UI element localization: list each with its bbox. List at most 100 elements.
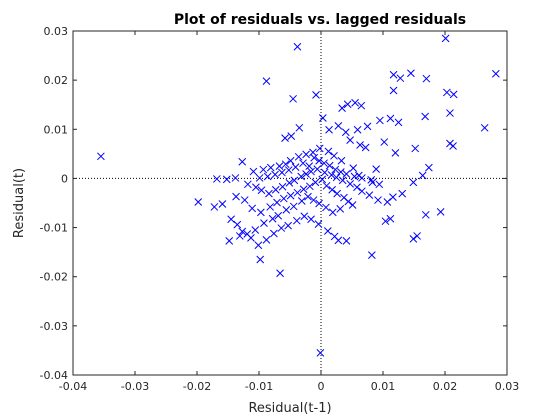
data-point — [349, 164, 358, 172]
data-point — [320, 159, 328, 168]
data-point — [305, 162, 314, 170]
data-point — [266, 163, 275, 172]
data-point — [344, 197, 353, 206]
data-point — [330, 232, 339, 241]
data-point — [314, 220, 323, 228]
data-point — [248, 204, 257, 213]
data-point — [255, 174, 264, 182]
data-point — [276, 269, 284, 278]
data-point — [315, 199, 323, 208]
data-point — [260, 219, 268, 228]
x-tick-label: -0.01 — [245, 380, 273, 393]
data-point — [446, 109, 454, 117]
zero-lines — [73, 31, 507, 375]
data-point — [441, 34, 450, 43]
data-markers — [97, 34, 500, 357]
data-point — [287, 132, 296, 141]
data-point — [297, 197, 306, 205]
data-point — [391, 149, 400, 157]
data-point — [299, 185, 308, 194]
data-point — [240, 196, 249, 204]
data-point — [358, 174, 366, 182]
data-point — [292, 216, 301, 225]
data-point — [336, 168, 345, 176]
x-tick-label: 0.03 — [495, 380, 520, 393]
data-point — [328, 208, 337, 217]
data-point — [346, 136, 354, 144]
data-point — [343, 100, 352, 109]
data-point — [278, 168, 286, 177]
y-tick-label: -0.02 — [40, 271, 68, 284]
y-tick-label: -0.03 — [40, 320, 68, 333]
data-point — [304, 192, 312, 201]
data-point — [409, 235, 418, 243]
data-point — [281, 134, 289, 142]
data-point — [330, 151, 338, 160]
y-tick-label: 0.02 — [44, 74, 69, 87]
data-point — [243, 180, 252, 189]
data-point — [389, 86, 398, 95]
data-point — [386, 214, 395, 223]
data-point — [411, 144, 420, 153]
y-tick-label: -0.04 — [40, 369, 68, 382]
data-point — [243, 230, 252, 238]
x-tick-label: -0.04 — [59, 380, 87, 393]
x-tick-label: 0.01 — [371, 380, 396, 393]
data-point — [277, 224, 286, 232]
data-point — [375, 180, 384, 189]
data-point — [367, 251, 376, 259]
data-point — [334, 121, 343, 130]
data-point — [480, 123, 489, 132]
data-point — [316, 349, 325, 357]
data-point — [338, 176, 347, 185]
data-point — [294, 152, 303, 161]
data-point — [425, 163, 433, 172]
data-point — [380, 138, 389, 146]
data-point — [307, 215, 315, 224]
data-point — [257, 186, 266, 195]
data-point — [363, 122, 372, 131]
data-point — [407, 69, 415, 78]
data-point — [293, 42, 302, 51]
data-point — [418, 171, 427, 180]
data-point — [291, 163, 300, 171]
data-point — [353, 183, 361, 192]
y-tick-label: 0.03 — [44, 25, 69, 38]
data-point — [281, 160, 290, 169]
data-point — [271, 185, 280, 194]
data-point — [325, 125, 333, 134]
data-point — [491, 69, 500, 78]
data-point — [268, 214, 277, 223]
data-point — [332, 173, 341, 182]
data-point — [337, 156, 346, 165]
data-point — [421, 112, 430, 121]
y-tick-label: -0.01 — [40, 222, 68, 235]
data-point — [302, 170, 310, 178]
data-point — [251, 226, 260, 234]
data-point — [309, 196, 318, 204]
y-tick-label: 0 — [61, 172, 68, 185]
data-point — [279, 194, 288, 203]
data-point — [436, 207, 445, 216]
data-point — [356, 141, 364, 149]
data-point — [318, 175, 327, 184]
data-point — [320, 168, 329, 177]
data-point — [327, 171, 336, 179]
data-point — [313, 165, 322, 173]
data-point — [297, 172, 306, 181]
x-tick-label: 0.02 — [433, 380, 458, 393]
data-point — [266, 203, 275, 211]
data-point — [312, 91, 320, 99]
data-point — [310, 153, 319, 162]
data-point — [295, 123, 304, 132]
data-point — [422, 74, 431, 83]
data-point — [227, 215, 235, 224]
data-point — [350, 172, 359, 181]
y-tick-label: 0.01 — [44, 123, 69, 136]
data-point — [396, 74, 405, 83]
data-point — [368, 178, 377, 187]
data-point — [254, 241, 263, 250]
data-point — [325, 161, 334, 170]
data-point — [346, 179, 354, 188]
